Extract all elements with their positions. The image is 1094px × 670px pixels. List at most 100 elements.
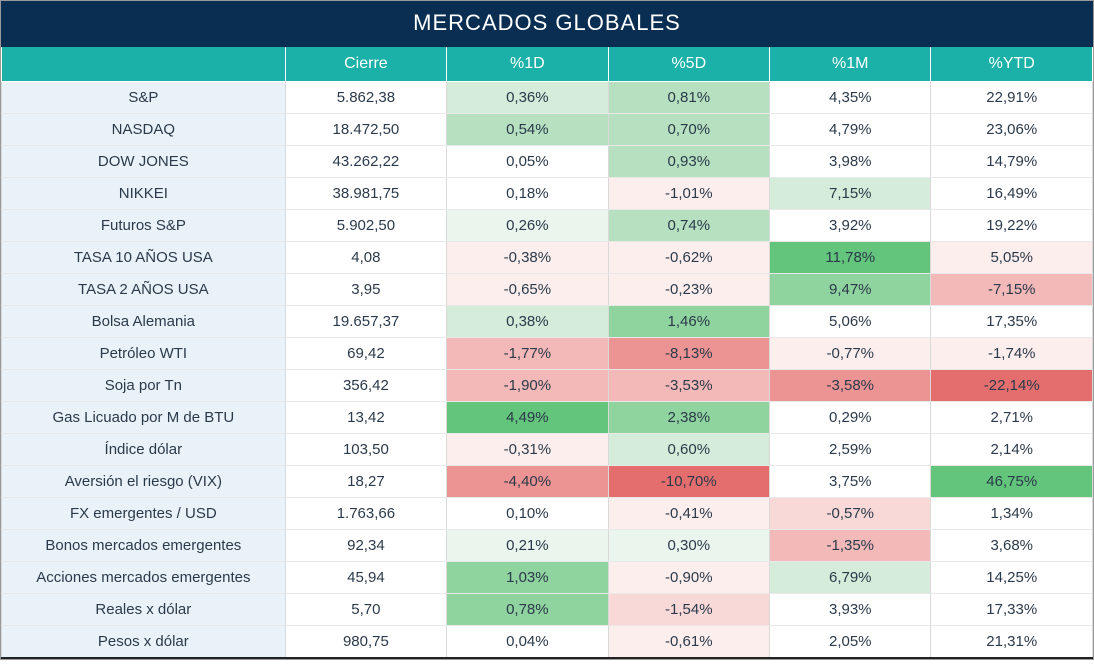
row-pct: -7,15% <box>931 274 1093 306</box>
row-pct: -10,70% <box>608 466 769 498</box>
row-pct: -0,57% <box>770 498 931 530</box>
row-name: Soja por Tn <box>2 370 286 402</box>
table-row: Pesos x dólar980,750,04%-0,61%2,05%21,31… <box>2 626 1093 659</box>
row-close: 38.981,75 <box>285 178 446 210</box>
row-close: 3,95 <box>285 274 446 306</box>
row-pct: 19,22% <box>931 210 1093 242</box>
row-pct: 1,46% <box>608 306 769 338</box>
row-pct: 0,70% <box>608 114 769 146</box>
row-pct: 0,18% <box>447 178 608 210</box>
row-pct: 2,05% <box>770 626 931 659</box>
row-close: 103,50 <box>285 434 446 466</box>
row-close: 18.472,50 <box>285 114 446 146</box>
row-pct: -0,61% <box>608 626 769 659</box>
table-row: Índice dólar103,50-0,31%0,60%2,59%2,14% <box>2 434 1093 466</box>
row-pct: 46,75% <box>931 466 1093 498</box>
row-name: Bonos mercados emergentes <box>2 530 286 562</box>
row-name: Petróleo WTI <box>2 338 286 370</box>
table-row: Bonos mercados emergentes92,340,21%0,30%… <box>2 530 1093 562</box>
row-pct: 4,79% <box>770 114 931 146</box>
table-body: S&P5.862,380,36%0,81%4,35%22,91%NASDAQ18… <box>2 82 1093 659</box>
table-row: Reales x dólar5,700,78%-1,54%3,93%17,33% <box>2 594 1093 626</box>
table-title: MERCADOS GLOBALES <box>2 2 1093 47</box>
row-pct: 7,15% <box>770 178 931 210</box>
row-pct: 11,78% <box>770 242 931 274</box>
row-pct: -0,38% <box>447 242 608 274</box>
row-pct: 14,79% <box>931 146 1093 178</box>
row-pct: 6,79% <box>770 562 931 594</box>
row-close: 13,42 <box>285 402 446 434</box>
table-row: NIKKEI38.981,750,18%-1,01%7,15%16,49% <box>2 178 1093 210</box>
row-pct: 3,75% <box>770 466 931 498</box>
row-pct: 3,98% <box>770 146 931 178</box>
row-name: Aversión el riesgo (VIX) <box>2 466 286 498</box>
row-pct: 4,49% <box>447 402 608 434</box>
row-name: NASDAQ <box>2 114 286 146</box>
table-row: S&P5.862,380,36%0,81%4,35%22,91% <box>2 82 1093 114</box>
row-pct: -0,31% <box>447 434 608 466</box>
row-name: TASA 2 AÑOS USA <box>2 274 286 306</box>
row-name: Futuros S&P <box>2 210 286 242</box>
row-pct: 4,35% <box>770 82 931 114</box>
row-pct: 0,81% <box>608 82 769 114</box>
row-pct: 0,30% <box>608 530 769 562</box>
row-name: Reales x dólar <box>2 594 286 626</box>
row-pct: 0,54% <box>447 114 608 146</box>
row-name: Índice dólar <box>2 434 286 466</box>
row-pct: -0,65% <box>447 274 608 306</box>
row-pct: 5,06% <box>770 306 931 338</box>
row-pct: 17,33% <box>931 594 1093 626</box>
row-pct: 0,29% <box>770 402 931 434</box>
row-pct: -1,35% <box>770 530 931 562</box>
row-pct: 23,06% <box>931 114 1093 146</box>
row-name: NIKKEI <box>2 178 286 210</box>
table-row: NASDAQ18.472,500,54%0,70%4,79%23,06% <box>2 114 1093 146</box>
row-pct: 2,38% <box>608 402 769 434</box>
row-pct: -0,23% <box>608 274 769 306</box>
row-pct: 0,78% <box>447 594 608 626</box>
table-row: Soja por Tn356,42-1,90%-3,53%-3,58%-22,1… <box>2 370 1093 402</box>
row-pct: 0,36% <box>447 82 608 114</box>
header-1m: %1M <box>770 47 931 82</box>
row-pct: -3,58% <box>770 370 931 402</box>
row-pct: 0,38% <box>447 306 608 338</box>
row-name: TASA 10 AÑOS USA <box>2 242 286 274</box>
row-pct: 0,21% <box>447 530 608 562</box>
row-close: 356,42 <box>285 370 446 402</box>
row-pct: 21,31% <box>931 626 1093 659</box>
row-pct: 22,91% <box>931 82 1093 114</box>
table-row: Acciones mercados emergentes45,941,03%-0… <box>2 562 1093 594</box>
row-close: 92,34 <box>285 530 446 562</box>
row-pct: -1,54% <box>608 594 769 626</box>
row-close: 19.657,37 <box>285 306 446 338</box>
table-row: Bolsa Alemania19.657,370,38%1,46%5,06%17… <box>2 306 1093 338</box>
table-row: FX emergentes / USD1.763,660,10%-0,41%-0… <box>2 498 1093 530</box>
markets-table: MERCADOS GLOBALES Cierre%1D%5D%1M%YTD S&… <box>1 1 1093 659</box>
row-pct: 0,10% <box>447 498 608 530</box>
row-name: Pesos x dólar <box>2 626 286 659</box>
row-pct: 0,74% <box>608 210 769 242</box>
row-close: 18,27 <box>285 466 446 498</box>
row-pct: 0,60% <box>608 434 769 466</box>
table-row: TASA 2 AÑOS USA3,95-0,65%-0,23%9,47%-7,1… <box>2 274 1093 306</box>
row-name: Gas Licuado por M de BTU <box>2 402 286 434</box>
table-row: Gas Licuado por M de BTU13,424,49%2,38%0… <box>2 402 1093 434</box>
row-name: DOW JONES <box>2 146 286 178</box>
row-close: 69,42 <box>285 338 446 370</box>
row-close: 1.763,66 <box>285 498 446 530</box>
row-pct: 14,25% <box>931 562 1093 594</box>
row-pct: -1,77% <box>447 338 608 370</box>
row-pct: -0,90% <box>608 562 769 594</box>
table-row: Petróleo WTI69,42-1,77%-8,13%-0,77%-1,74… <box>2 338 1093 370</box>
row-pct: -1,74% <box>931 338 1093 370</box>
row-pct: 0,26% <box>447 210 608 242</box>
row-close: 5.902,50 <box>285 210 446 242</box>
row-close: 4,08 <box>285 242 446 274</box>
table-row: Aversión el riesgo (VIX)18,27-4,40%-10,7… <box>2 466 1093 498</box>
row-pct: 0,05% <box>447 146 608 178</box>
row-pct: -0,62% <box>608 242 769 274</box>
row-pct: 2,71% <box>931 402 1093 434</box>
row-close: 980,75 <box>285 626 446 659</box>
row-pct: 3,92% <box>770 210 931 242</box>
row-pct: -0,41% <box>608 498 769 530</box>
